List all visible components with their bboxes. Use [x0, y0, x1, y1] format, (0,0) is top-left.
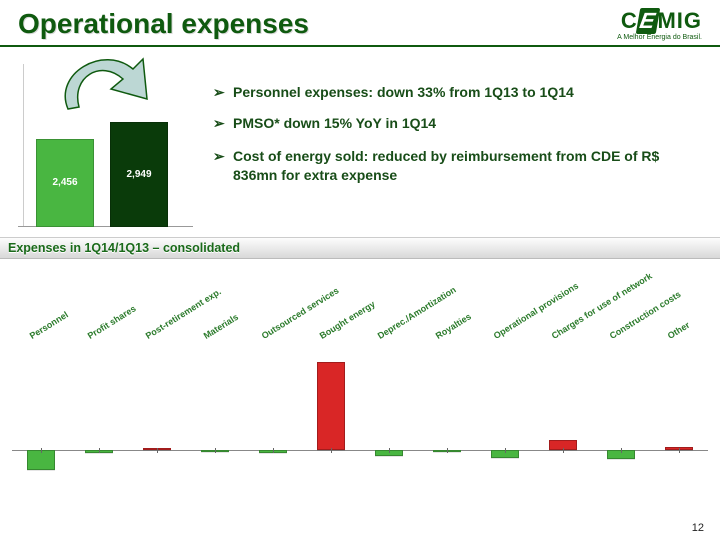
summary-bar-2: 2,949 [110, 122, 168, 227]
category-label: Materials [202, 312, 240, 341]
bullet-list: Personnel expenses: down 33% from 1Q13 t… [213, 59, 702, 229]
summary-bar-chart: 2,456 2,949 [18, 59, 193, 229]
summary-y-axis [23, 64, 24, 227]
logo-tagline: A Melhor Energia do Brasil. [617, 34, 702, 41]
comparison-chart: PersonnelProfit sharesPost-retirement ex… [12, 259, 708, 499]
category-label: Profit shares [86, 303, 138, 341]
category-label: Royalties [434, 311, 473, 341]
curved-arrow-icon [43, 49, 163, 119]
section-header-label: Expenses in 1Q14/1Q13 – consolidated [8, 241, 240, 255]
bullet-1: PMSO* down 15% YoY in 1Q14 [213, 114, 702, 133]
category-label: Bought energy [318, 299, 377, 341]
page-title: Operational expenses [18, 8, 309, 40]
category-labels: PersonnelProfit sharesPost-retirement ex… [12, 259, 708, 349]
logo-e: E [635, 8, 659, 34]
summary-bar-2-value: 2,949 [126, 169, 151, 180]
logo: CEMIG A Melhor Energia do Brasil. [617, 8, 702, 41]
logo-mig: MIG [657, 8, 702, 33]
section-header-bar: Expenses in 1Q14/1Q13 – consolidated [0, 237, 720, 259]
page-number: 12 [692, 522, 704, 534]
bullet-2: Cost of energy sold: reduced by reimburs… [213, 147, 702, 185]
logo-c: C [621, 8, 638, 33]
summary-bar-1: 2,456 [36, 139, 94, 227]
chart-bars [12, 349, 708, 479]
category-label: Other [666, 320, 692, 341]
category-label: Personnel [28, 309, 70, 341]
summary-bar-1-value: 2,456 [52, 177, 77, 188]
comparison-bar [317, 362, 345, 451]
bullet-0: Personnel expenses: down 33% from 1Q13 t… [213, 83, 702, 102]
category-label: Charges for use of network [550, 271, 654, 341]
chart-baseline [12, 450, 708, 451]
